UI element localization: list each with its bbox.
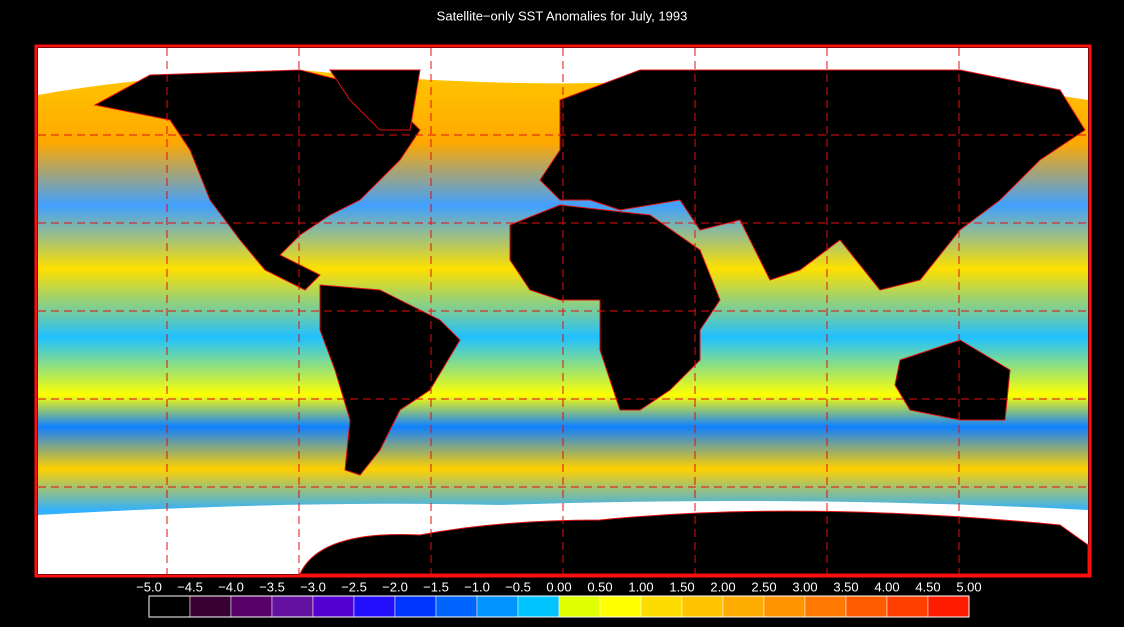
colorbar-swatch [599,595,642,618]
colorbar-swatch [763,595,806,618]
colorbar-label: 3.00 [792,579,817,594]
antarctica [299,510,1089,575]
colorbar-swatch [722,595,765,618]
australia [894,339,1011,421]
colorbar-border [148,595,970,618]
colorbar-swatch [353,595,396,618]
colorbar-swatch [230,595,273,618]
colorbar-label: 5.00 [956,579,981,594]
graticule [38,48,1088,574]
colorbar-swatch [435,595,478,618]
colorbar-swatch [312,595,355,618]
colorbar-label: 1.50 [669,579,694,594]
colorbar-label: −1.0 [464,579,490,594]
colorbar-swatch [804,595,847,618]
colorbar-swatch [394,595,437,618]
colorbar-swatch [886,595,929,618]
colorbar-label: 4.50 [915,579,940,594]
greenland [329,69,421,131]
colorbar-swatch [476,595,519,618]
colorbar-swatch [189,595,232,618]
colorbar-label: 3.50 [833,579,858,594]
colorbar-label: 1.00 [628,579,653,594]
colorbar-swatch [558,595,601,618]
colorbar-swatch [845,595,888,618]
colorbar-swatch [271,595,314,618]
colorbar-label: −0.5 [505,579,531,594]
colorbar-label: 2.00 [710,579,735,594]
colorbar-label: 0.50 [587,579,612,594]
colorbar-swatch [148,595,191,618]
colorbar: −5.0 −4.5 −4.0 −3.5 −3.0 −2.5 −2.0 −1.5 −1.0 −0.5… [136,579,982,618]
colorbar-swatch [927,595,970,618]
colorbar-swatch [640,595,683,618]
colorbar-label: 4.00 [874,579,899,594]
colorbar-label: −3.0 [300,579,326,594]
colorbar-label: −2.5 [341,579,367,594]
colorbar-label: −4.0 [218,579,244,594]
colorbar-swatch [681,595,724,618]
south-america [319,284,461,476]
colorbar-swatch [517,595,560,618]
colorbar-label: −1.5 [423,579,449,594]
colorbar-label: 2.50 [751,579,776,594]
map-title: Satellite−only SST Anomalies for July, 1… [437,8,688,23]
colorbar-label: 0.00 [546,579,571,594]
eurasia [539,69,1086,291]
colorbar-label: −5.0 [136,579,162,594]
colorbar-label: −3.5 [259,579,285,594]
map-frame [34,44,1092,578]
colorbar-label: −2.0 [382,579,408,594]
colorbar-label: −4.5 [177,579,203,594]
